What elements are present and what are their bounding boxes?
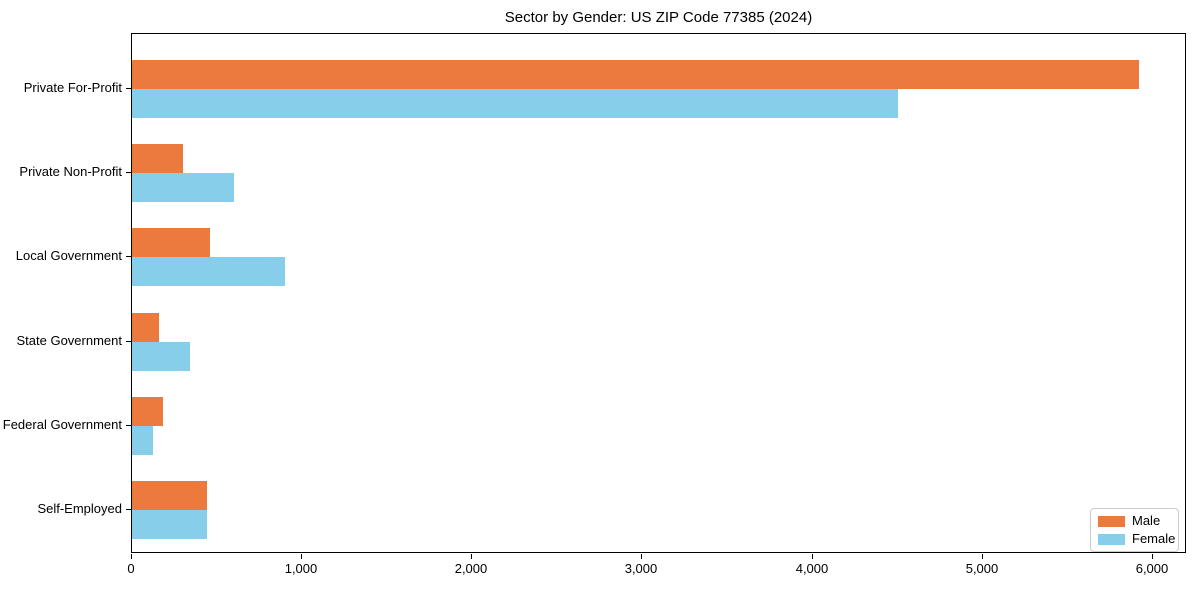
y-tick-mark: [126, 172, 131, 173]
x-tick-mark: [471, 554, 472, 559]
bar-male-6: [132, 481, 207, 510]
legend-item-female: Female: [1098, 532, 1175, 546]
bar-female-6: [132, 510, 207, 539]
x-tick-mark: [131, 554, 132, 559]
y-tick-label: Private For-Profit: [23, 80, 122, 95]
bar-male-1: [132, 60, 1139, 89]
legend-label: Male: [1132, 513, 1161, 528]
y-tick-mark: [126, 256, 131, 257]
y-tick-label: Local Government: [15, 248, 122, 263]
bar-female-5: [132, 425, 153, 455]
x-tick-label: 5,000: [965, 561, 999, 576]
legend-swatch-male: [1098, 515, 1125, 527]
plot-area: [131, 33, 1186, 553]
x-tick-mark: [641, 554, 642, 559]
bar-female-3: [132, 257, 285, 287]
y-tick-mark: [126, 509, 131, 510]
x-tick-mark: [301, 554, 302, 559]
y-tick-label: Private Non-Profit: [19, 164, 122, 179]
x-tick-mark: [812, 554, 813, 559]
x-tick-mark: [982, 554, 983, 559]
x-tick-label: 4,000: [795, 561, 829, 576]
y-tick-label: Federal Government: [2, 417, 122, 432]
x-tick-label: 1,000: [284, 561, 318, 576]
x-tick-label: 3,000: [624, 561, 658, 576]
bar-female-4: [132, 341, 190, 371]
legend: Male Female: [1090, 508, 1179, 552]
bar-male-2: [132, 144, 183, 174]
bar-female-1: [132, 89, 898, 118]
legend-label: Female: [1132, 531, 1176, 546]
x-tick-label: 6,000: [1135, 561, 1169, 576]
y-tick-label: Self-Employed: [37, 501, 122, 516]
y-tick-mark: [126, 425, 131, 426]
x-tick-mark: [1152, 554, 1153, 559]
chart-title: Sector by Gender: US ZIP Code 77385 (202…: [504, 9, 813, 26]
bar-male-5: [132, 396, 163, 426]
x-tick-label: 2,000: [454, 561, 488, 576]
y-tick-mark: [126, 88, 131, 89]
legend-item-male: Male: [1098, 514, 1171, 528]
y-tick-mark: [126, 341, 131, 342]
y-tick-label: State Government: [16, 333, 123, 348]
bar-male-3: [132, 228, 210, 258]
legend-swatch-female: [1098, 533, 1125, 545]
bar-female-2: [132, 173, 234, 203]
x-tick-label: 0: [127, 561, 135, 576]
bar-male-4: [132, 312, 159, 342]
